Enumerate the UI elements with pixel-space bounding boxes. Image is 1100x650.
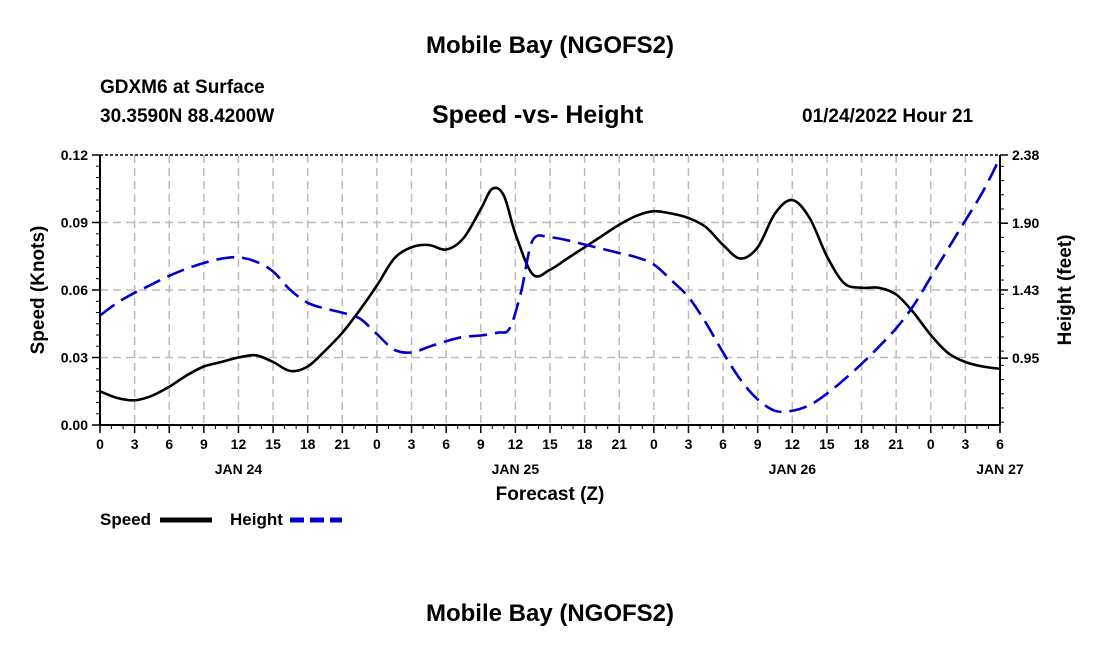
x-tick-label: 6 [996,436,1004,452]
x-tick-label: 3 [961,436,969,452]
x-tick-label: 3 [408,436,416,452]
y-right-tick-label: 1.43 [1012,282,1039,298]
x-tick-label: 0 [96,436,104,452]
y-right-tick-label: 1.90 [1012,215,1039,231]
chart-axes [92,154,1008,433]
x-tick-label: 0 [927,436,935,452]
y-axis-right-title: Height (feet) [1055,235,1076,346]
y-right-tick-label: 0.95 [1012,350,1039,366]
date-label: JAN 26 [769,461,817,477]
x-tick-label: 15 [819,436,835,452]
x-tick-label: 9 [754,436,762,452]
x-tick-label: 6 [719,436,727,452]
x-tick-label: 15 [265,436,281,452]
x-tick-label: 9 [200,436,208,452]
x-tick-label: 18 [854,436,870,452]
x-tick-label: 6 [442,436,450,452]
x-tick-label: 15 [542,436,558,452]
grid-lines [100,155,1000,425]
series-line-height [99,157,1002,414]
x-tick-label: 12 [508,436,524,452]
chart-title: Mobile Bay (NGOFS2) [425,32,675,59]
x-tick-label: 18 [577,436,593,452]
x-tick-label: 3 [685,436,693,452]
x-tick-label: 0 [373,436,381,452]
y-left-tick-label: 0.09 [61,215,88,231]
x-tick-label: 12 [231,436,247,452]
forecast-datetime: 01/24/2022 Hour 21 [802,106,974,127]
x-tick-label: 3 [131,436,139,452]
y-axis-left-title: Speed (Knots) [28,226,49,355]
series-lines [99,157,1002,414]
legend: Speed Height [100,510,342,529]
y-left-tick-label: 0.06 [61,282,88,298]
series-line-speed [99,186,1001,402]
y-left-tick-label: 0.00 [61,417,88,433]
x-tick-label: 18 [300,436,316,452]
station-label: GDXM6 at Surface [100,77,265,98]
date-label: JAN 27 [976,461,1024,477]
date-label: JAN 25 [492,461,540,477]
x-tick-label: 12 [785,436,801,452]
x-axis-title: Forecast (Z) [496,484,605,505]
y-left-tick-label: 0.12 [61,147,88,163]
x-tick-label: 0 [650,436,658,452]
footer-title: Mobile Bay (NGOFS2) [425,600,675,627]
y-left-tick-label: 0.03 [61,350,88,366]
x-tick-label: 21 [611,436,627,452]
y-right-tick-label: 2.38 [1012,147,1039,163]
legend-label-height: Height [230,510,283,529]
chart-subtitle: Speed -vs- Height [432,101,644,129]
x-tick-label: 21 [335,436,351,452]
legend-label-speed: Speed [100,510,151,529]
tick-labels: 0 3 6 9 12 15 18 21 0 3 6 9 12 15 18 21 0 3 6 9 12 15 18 21 0 3 6 J… [61,147,1040,477]
x-tick-label: 6 [165,436,173,452]
x-tick-label: 21 [888,436,904,452]
x-tick-label: 9 [477,436,485,452]
date-label: JAN 24 [215,461,263,477]
coordinates-label: 30.3590N 88.4200W [100,106,275,127]
